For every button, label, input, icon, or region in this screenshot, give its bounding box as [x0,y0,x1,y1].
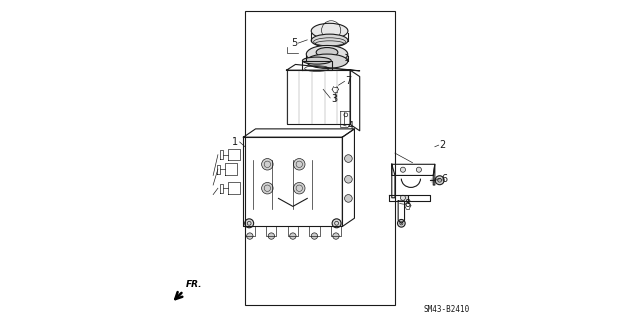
Circle shape [294,159,305,170]
Text: 6: 6 [442,174,447,184]
Circle shape [401,195,406,200]
Circle shape [333,233,339,239]
Text: FR.: FR. [186,280,202,289]
Text: 2: 2 [440,140,446,150]
Circle shape [401,167,406,172]
Circle shape [397,219,405,227]
Ellipse shape [303,57,332,64]
Ellipse shape [307,45,348,63]
Circle shape [246,233,253,239]
Ellipse shape [316,48,338,57]
Circle shape [290,233,296,239]
Text: 5: 5 [291,38,298,48]
Ellipse shape [307,54,348,69]
Circle shape [262,159,273,170]
Circle shape [268,233,275,239]
Circle shape [244,219,253,228]
Ellipse shape [311,23,348,39]
Circle shape [262,182,273,194]
Circle shape [344,195,352,202]
Text: 8: 8 [404,199,411,209]
Text: 3: 3 [332,94,337,104]
Text: 7: 7 [346,76,352,86]
Circle shape [435,176,444,185]
Ellipse shape [311,34,348,47]
Bar [245,11,395,305]
Circle shape [344,155,352,162]
Text: 4: 4 [348,121,353,131]
Circle shape [417,167,422,172]
Circle shape [332,219,341,228]
Text: SM43-B2410: SM43-B2410 [424,305,470,314]
Circle shape [294,182,305,194]
Text: 1: 1 [232,137,239,147]
Circle shape [344,175,352,183]
Circle shape [311,233,317,239]
